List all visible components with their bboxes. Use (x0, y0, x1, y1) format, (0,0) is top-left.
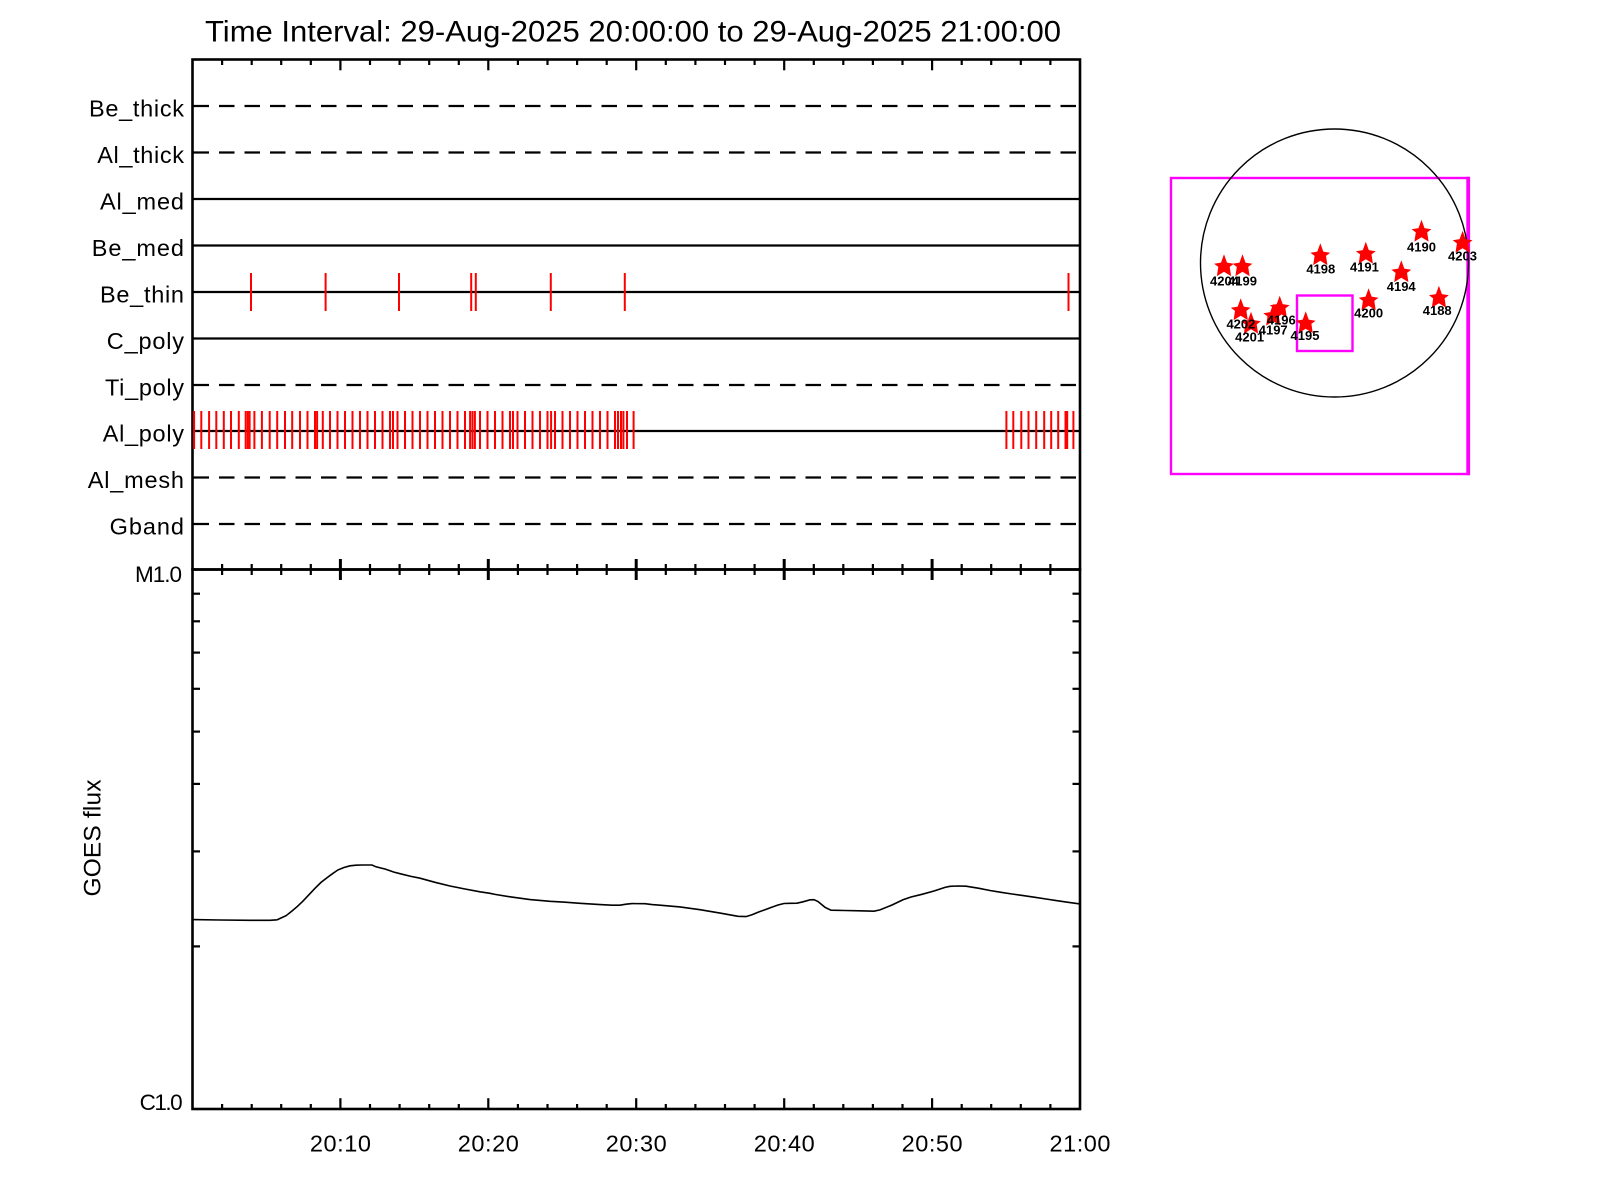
svg-text:Al_thick: Al_thick (97, 142, 184, 168)
svg-text:4197: 4197 (1259, 323, 1288, 338)
svg-text:20:50: 20:50 (902, 1131, 963, 1157)
svg-text:M1.0: M1.0 (135, 562, 182, 587)
svg-text:4191: 4191 (1350, 260, 1379, 275)
svg-text:4196: 4196 (1267, 313, 1296, 328)
svg-text:Al_med: Al_med (100, 189, 184, 215)
svg-text:Gband: Gband (110, 514, 184, 540)
svg-text:20:30: 20:30 (606, 1131, 667, 1157)
svg-text:Al_mesh: Al_mesh (88, 467, 184, 493)
svg-text:Be_thin: Be_thin (100, 282, 184, 308)
svg-text:4199: 4199 (1228, 274, 1257, 289)
svg-text:4203: 4203 (1448, 249, 1477, 264)
svg-text:4194: 4194 (1387, 279, 1417, 294)
svg-text:Be_med: Be_med (92, 235, 184, 261)
svg-text:Be_thick: Be_thick (89, 96, 184, 122)
svg-text:4195: 4195 (1291, 328, 1320, 343)
svg-text:4200: 4200 (1354, 306, 1383, 321)
svg-text:C1.0: C1.0 (140, 1090, 183, 1115)
svg-text:C_poly: C_poly (107, 328, 184, 354)
svg-text:4190: 4190 (1407, 240, 1436, 255)
svg-text:20:40: 20:40 (754, 1131, 815, 1157)
svg-text:20:20: 20:20 (458, 1131, 519, 1157)
svg-text:4198: 4198 (1306, 262, 1335, 277)
svg-text:Al_poly: Al_poly (103, 421, 185, 447)
svg-text:Time Interval: 29-Aug-2025 20:: Time Interval: 29-Aug-2025 20:00:00 to 2… (205, 16, 1061, 49)
svg-text:4202: 4202 (1226, 317, 1255, 332)
svg-text:GOES flux: GOES flux (80, 780, 107, 897)
svg-text:21:00: 21:00 (1050, 1131, 1111, 1157)
svg-text:Ti_poly: Ti_poly (105, 375, 184, 401)
svg-text:20:10: 20:10 (310, 1131, 371, 1157)
svg-text:4204: 4204 (1210, 274, 1240, 289)
svg-text:4188: 4188 (1423, 303, 1452, 318)
svg-text:4201: 4201 (1235, 330, 1264, 345)
